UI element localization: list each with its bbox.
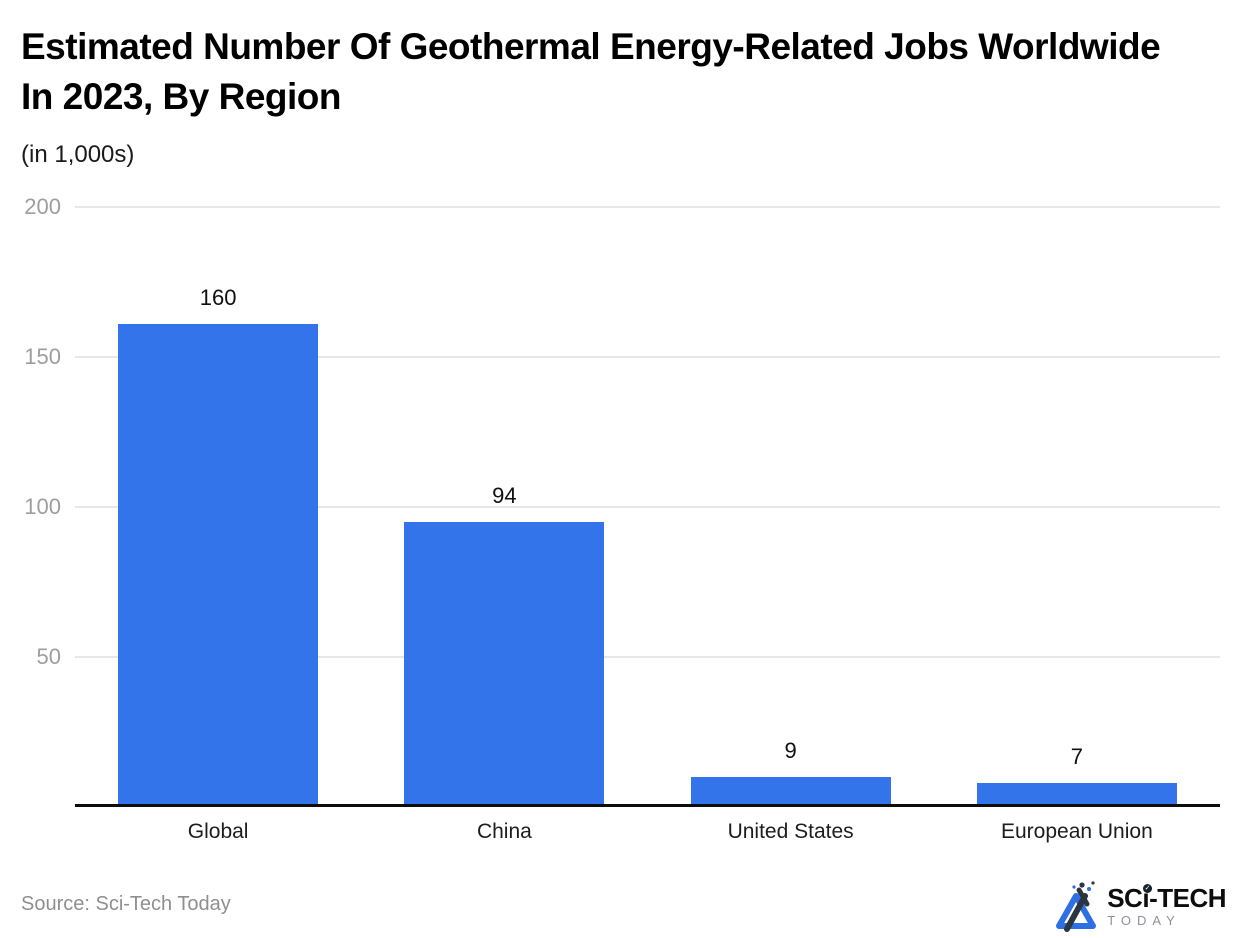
source-note: Source: Sci-Tech Today (21, 893, 231, 915)
bar-european-union (976, 783, 1177, 804)
bar-column-european-union: 7 (934, 207, 1220, 804)
logo-text-sc: SC (1107, 883, 1143, 913)
logo-text-main: SC ı ✓ -TECH (1107, 883, 1226, 913)
bar-value-label-european-union: 7 (1070, 744, 1083, 769)
logo-letter-i: ı ✓ (1142, 883, 1152, 913)
logo-check-icon: ✓ (1142, 884, 1152, 893)
chart-title: Estimated Number Of Geothermal Energy-Re… (21, 26, 1161, 117)
y-tick-label-150: 150 (24, 344, 61, 369)
gridline-100 (75, 506, 1220, 508)
logo-triangle-icon (1056, 881, 1097, 932)
logo-text-today: TODAY (1107, 913, 1181, 928)
bar-china (404, 522, 605, 804)
bar-value-label-global: 160 (199, 285, 237, 310)
gridline-50 (75, 656, 1220, 658)
y-tick-label-200: 200 (24, 194, 61, 219)
gridline-200 (75, 206, 1220, 208)
x-axis-label-global: Global (187, 820, 249, 843)
bar-column-global: 160 (75, 207, 361, 804)
chart-subtitle: (in 1,000s) (21, 141, 135, 168)
bar-value-label-united-states: 9 (784, 738, 797, 763)
y-tick-label-100: 100 (24, 494, 61, 519)
x-axis-label-european-union: European Union (1000, 820, 1153, 843)
gridline-150 (75, 356, 1220, 358)
bars-layer: 160 94 9 7 (75, 207, 1220, 804)
y-tick-label-50: 50 (36, 644, 61, 669)
plot-area: 50 100 150 200 160 94 9 7 Global China United St… (24, 194, 1220, 843)
bar-value-label-china: 94 (492, 483, 517, 508)
bar-column-united-states: 9 (648, 207, 934, 804)
bar-column-china: 94 (361, 207, 647, 804)
logo-text-tech: -TECH (1149, 883, 1226, 913)
logo-dotless-i: ı (1142, 883, 1150, 913)
bar-global (118, 324, 319, 804)
logo-text: SC ı ✓ -TECH TODAY (1107, 883, 1226, 928)
x-axis-labels: Global China United States European Union (75, 820, 1220, 844)
x-axis-label-united-states: United States (727, 820, 854, 843)
x-axis-label-china: China (476, 820, 532, 843)
sci-tech-today-logo: SC ı ✓ -TECH TODAY (1049, 880, 1226, 932)
bar-united-states (690, 777, 891, 804)
